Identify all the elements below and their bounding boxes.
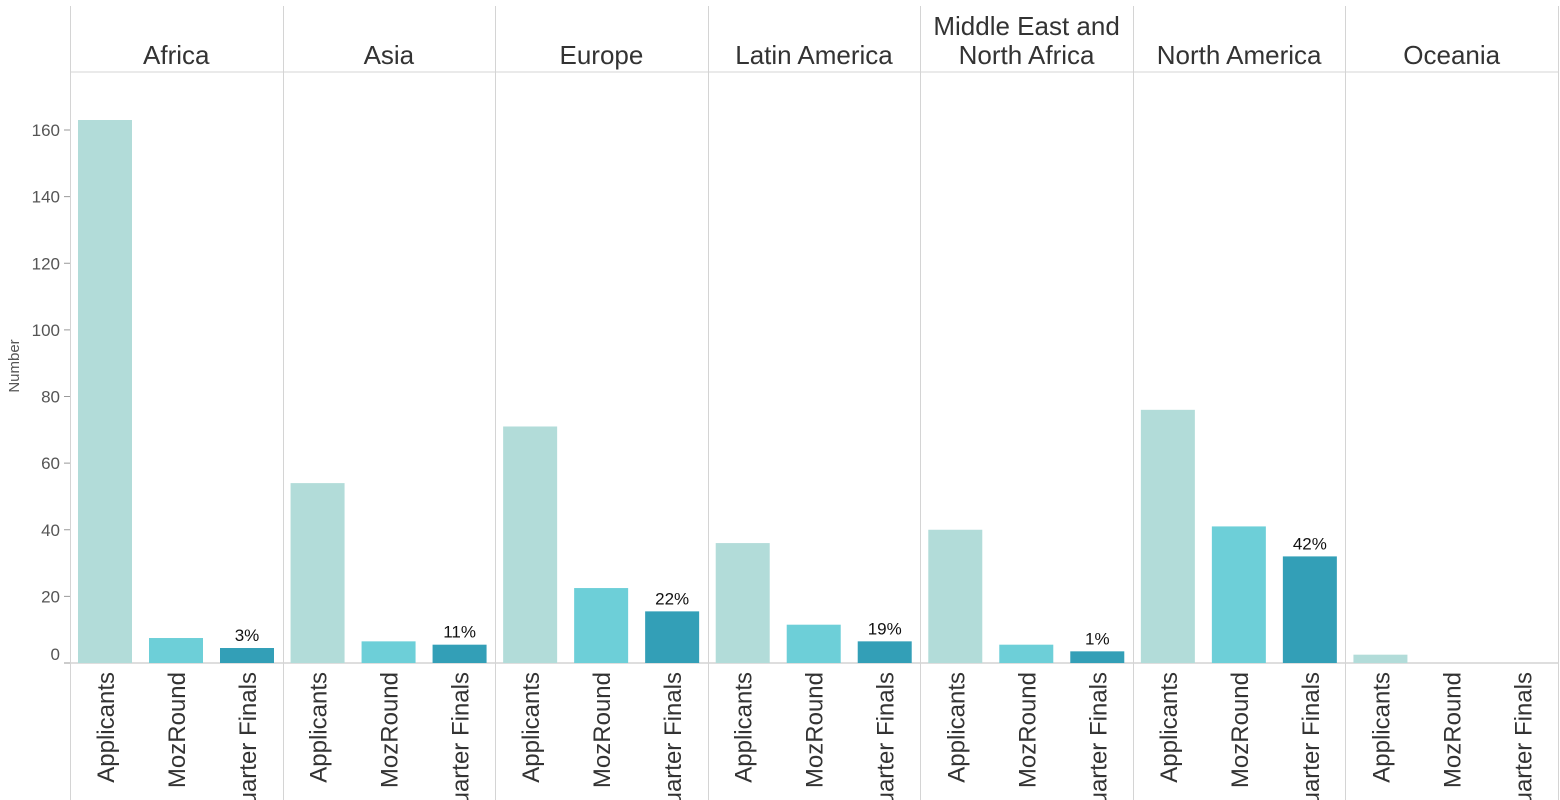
bar-quarter-finals: [220, 648, 274, 663]
x-tick-label: Quarter Finals: [448, 672, 475, 800]
y-tick-label: 80: [41, 388, 60, 407]
data-label: 42%: [1293, 534, 1327, 553]
x-tick-label: Quarter Finals: [1510, 672, 1537, 800]
x-tick-label: Applicants: [518, 672, 545, 783]
bar-mozround: [1211, 526, 1266, 663]
y-axis: Number 0 20 40 60 80 100 120 140 160: [6, 121, 70, 664]
bar-applicants: [715, 543, 770, 663]
y-tick-label: 60: [41, 454, 60, 473]
bar-mozround: [999, 644, 1054, 663]
bar-quarter-finals: [1282, 556, 1337, 663]
x-tick-label: Quarter Finals: [660, 672, 687, 800]
x-tick-label: Applicants: [1368, 672, 1395, 783]
x-tick-label: MozRound: [589, 672, 616, 788]
bars: [78, 120, 1408, 664]
x-tick-label: Quarter Finals: [1298, 672, 1325, 800]
region-headers: Africa Asia Europe Latin America Middle East…: [143, 11, 1501, 70]
region-title: Africa: [143, 40, 210, 70]
region-title: Latin America: [735, 40, 893, 70]
y-tick-label: 120: [32, 254, 60, 273]
x-tick-label: MozRound: [377, 672, 404, 788]
y-tick-label: 20: [41, 587, 60, 606]
bar-applicants: [503, 426, 558, 663]
bar-applicants: [1353, 654, 1408, 663]
bar-mozround: [149, 638, 203, 663]
x-tick-label: Quarter Finals: [873, 672, 900, 800]
region-title: North America: [1157, 40, 1322, 70]
bar-applicants: [1140, 409, 1195, 663]
bar-quarter-finals: [857, 641, 912, 663]
bar-mozround: [574, 588, 629, 663]
region-title: Europe: [560, 40, 644, 70]
data-label: 22%: [655, 589, 689, 608]
data-label: 19%: [868, 619, 902, 638]
x-tick-label: Quarter Finals: [1085, 672, 1112, 800]
x-tick-label: MozRound: [1227, 672, 1254, 788]
bar-applicants: [290, 483, 345, 663]
y-tick-label: 140: [32, 188, 60, 207]
x-tick-label: Applicants: [731, 672, 758, 783]
y-axis-label: Number: [6, 339, 23, 392]
bar-quarter-finals: [432, 644, 487, 663]
data-label: 3%: [235, 626, 260, 645]
bar-quarter-finals: [645, 611, 700, 663]
region-title: Middle East and: [933, 11, 1119, 41]
x-tick-label: MozRound: [802, 672, 829, 788]
x-tick-label: Quarter Finals: [235, 672, 262, 800]
x-tick-label: MozRound: [164, 672, 191, 788]
y-tick-label: 100: [32, 321, 60, 340]
region-title: Oceania: [1403, 40, 1500, 70]
x-axis: Applicants MozRound Quarter Finals Applican…: [93, 672, 1537, 800]
y-tick-label: 40: [41, 521, 60, 540]
bar-mozround: [361, 641, 416, 663]
data-labels: 3% 11% 22% 19% 1% 42%: [235, 534, 1327, 648]
bar-applicants: [78, 120, 132, 664]
x-tick-label: Applicants: [943, 672, 970, 783]
y-tick-label: 0: [51, 645, 60, 664]
x-tick-label: MozRound: [1014, 672, 1041, 788]
data-label: 11%: [443, 623, 476, 642]
x-tick-label: Applicants: [1156, 672, 1183, 783]
y-tick-label: 160: [32, 121, 60, 140]
bar-mozround: [786, 624, 841, 663]
x-tick-label: MozRound: [1439, 672, 1466, 788]
data-label: 1%: [1085, 629, 1110, 648]
bar-quarter-finals: [1070, 651, 1125, 663]
region-title: Asia: [364, 40, 415, 70]
bar-applicants: [928, 529, 983, 663]
region-title: North Africa: [959, 40, 1095, 70]
x-tick-label: Applicants: [93, 672, 120, 783]
x-tick-label: Applicants: [306, 672, 333, 783]
